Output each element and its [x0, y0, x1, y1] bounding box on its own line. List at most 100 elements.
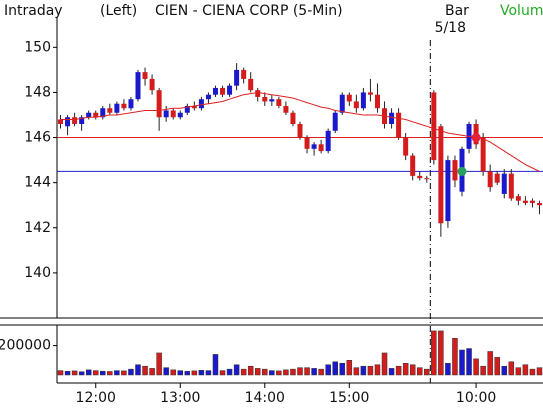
candle-body — [170, 110, 176, 118]
volume-bar — [501, 365, 508, 376]
volume-bar — [198, 370, 205, 376]
volume-bar — [374, 364, 381, 376]
volume-bar — [409, 364, 416, 376]
candle-body — [121, 103, 127, 109]
candle-body — [198, 99, 204, 109]
candle-body — [522, 200, 528, 203]
candle-body — [480, 137, 486, 172]
volume-bar — [170, 369, 176, 376]
volume-bar — [135, 364, 141, 376]
volume-bar — [163, 367, 169, 376]
candle-body — [445, 160, 451, 222]
candle-body — [248, 78, 254, 91]
candle-body — [149, 78, 155, 91]
candle-body — [487, 171, 493, 188]
candle-body — [508, 173, 514, 199]
volume-bar — [240, 368, 247, 376]
volume-bar — [466, 348, 472, 376]
candle-body — [304, 137, 310, 149]
x-tick-label: 12:00 — [76, 390, 116, 406]
y-tick-label: 144 — [24, 175, 51, 191]
volume-bar — [529, 368, 536, 376]
volume-label: Volume — [500, 3, 543, 19]
candle-body — [163, 110, 169, 118]
volume-bar — [487, 351, 493, 376]
candle-body — [318, 144, 324, 152]
candle-body — [297, 124, 303, 138]
candle-body — [234, 69, 240, 86]
candle-body — [93, 112, 99, 118]
candle-body — [403, 137, 409, 156]
candle-body — [424, 178, 430, 180]
candle-body — [374, 94, 380, 109]
candle-body — [255, 90, 261, 97]
volume-bar — [318, 368, 324, 376]
candle-body — [227, 85, 233, 95]
candle-body — [184, 105, 190, 113]
y-tick-label: 150 — [24, 39, 51, 55]
volume-bar — [515, 367, 522, 376]
candle-body — [353, 101, 359, 109]
candle-body — [114, 103, 120, 113]
marker — [457, 166, 467, 176]
candle-body — [339, 94, 345, 113]
candle-body — [205, 94, 211, 100]
volume-bar — [304, 367, 310, 376]
x-tick-label: 10:00 — [456, 390, 496, 406]
candle-body — [367, 92, 373, 95]
volume-bar — [388, 368, 395, 376]
volume-bar — [452, 337, 458, 376]
volume-bar — [78, 371, 85, 376]
candle-body — [142, 72, 148, 79]
volume-bar — [262, 368, 268, 376]
volume-bar — [494, 357, 500, 376]
volume-bar — [445, 362, 451, 376]
y-tick-label: 140 — [24, 265, 51, 281]
volume-bar — [149, 368, 155, 376]
x-tick-label: 13:00 — [160, 390, 200, 406]
candle-body — [389, 112, 395, 125]
candle-body — [220, 87, 226, 95]
volume-bar — [395, 365, 402, 376]
candle-body — [212, 87, 218, 95]
volume-bar — [416, 367, 423, 376]
candle-body — [241, 69, 247, 79]
candle-body — [128, 99, 134, 109]
volume-bar — [297, 367, 303, 376]
volume-bar — [480, 365, 486, 376]
candle-body — [290, 112, 296, 125]
volume-bar — [64, 371, 71, 376]
volume-bar — [508, 361, 515, 376]
candle-body — [79, 117, 85, 125]
volume-bar — [233, 364, 240, 376]
candle-body — [494, 173, 500, 183]
candle-body — [325, 130, 331, 152]
volume-bar — [142, 365, 148, 376]
candle-body — [438, 126, 444, 224]
candle-body — [515, 196, 521, 201]
candle-body — [177, 112, 183, 118]
candle-body — [86, 112, 92, 118]
volume-bar — [57, 370, 64, 376]
volume-bar — [522, 364, 529, 376]
volume-bar — [212, 354, 219, 376]
volume-bar — [85, 369, 92, 376]
volume-bar — [269, 370, 275, 376]
volume-bar — [184, 371, 191, 376]
volume-tick-label: 200000 — [0, 338, 51, 354]
candle-body — [396, 112, 402, 138]
volume-bar — [381, 352, 388, 376]
x-tick-label: 15:00 — [329, 390, 369, 406]
marker — [471, 133, 481, 143]
candle-body — [536, 202, 542, 206]
candle-body — [65, 117, 71, 127]
volume-bar — [536, 367, 543, 376]
candle-body — [529, 200, 535, 203]
x-tick-label: 14:00 — [245, 390, 285, 406]
volume-bar — [205, 370, 212, 376]
volume-bar — [290, 368, 296, 376]
candle-body — [410, 155, 416, 176]
candle-body — [360, 92, 366, 109]
candle-body — [346, 94, 352, 102]
